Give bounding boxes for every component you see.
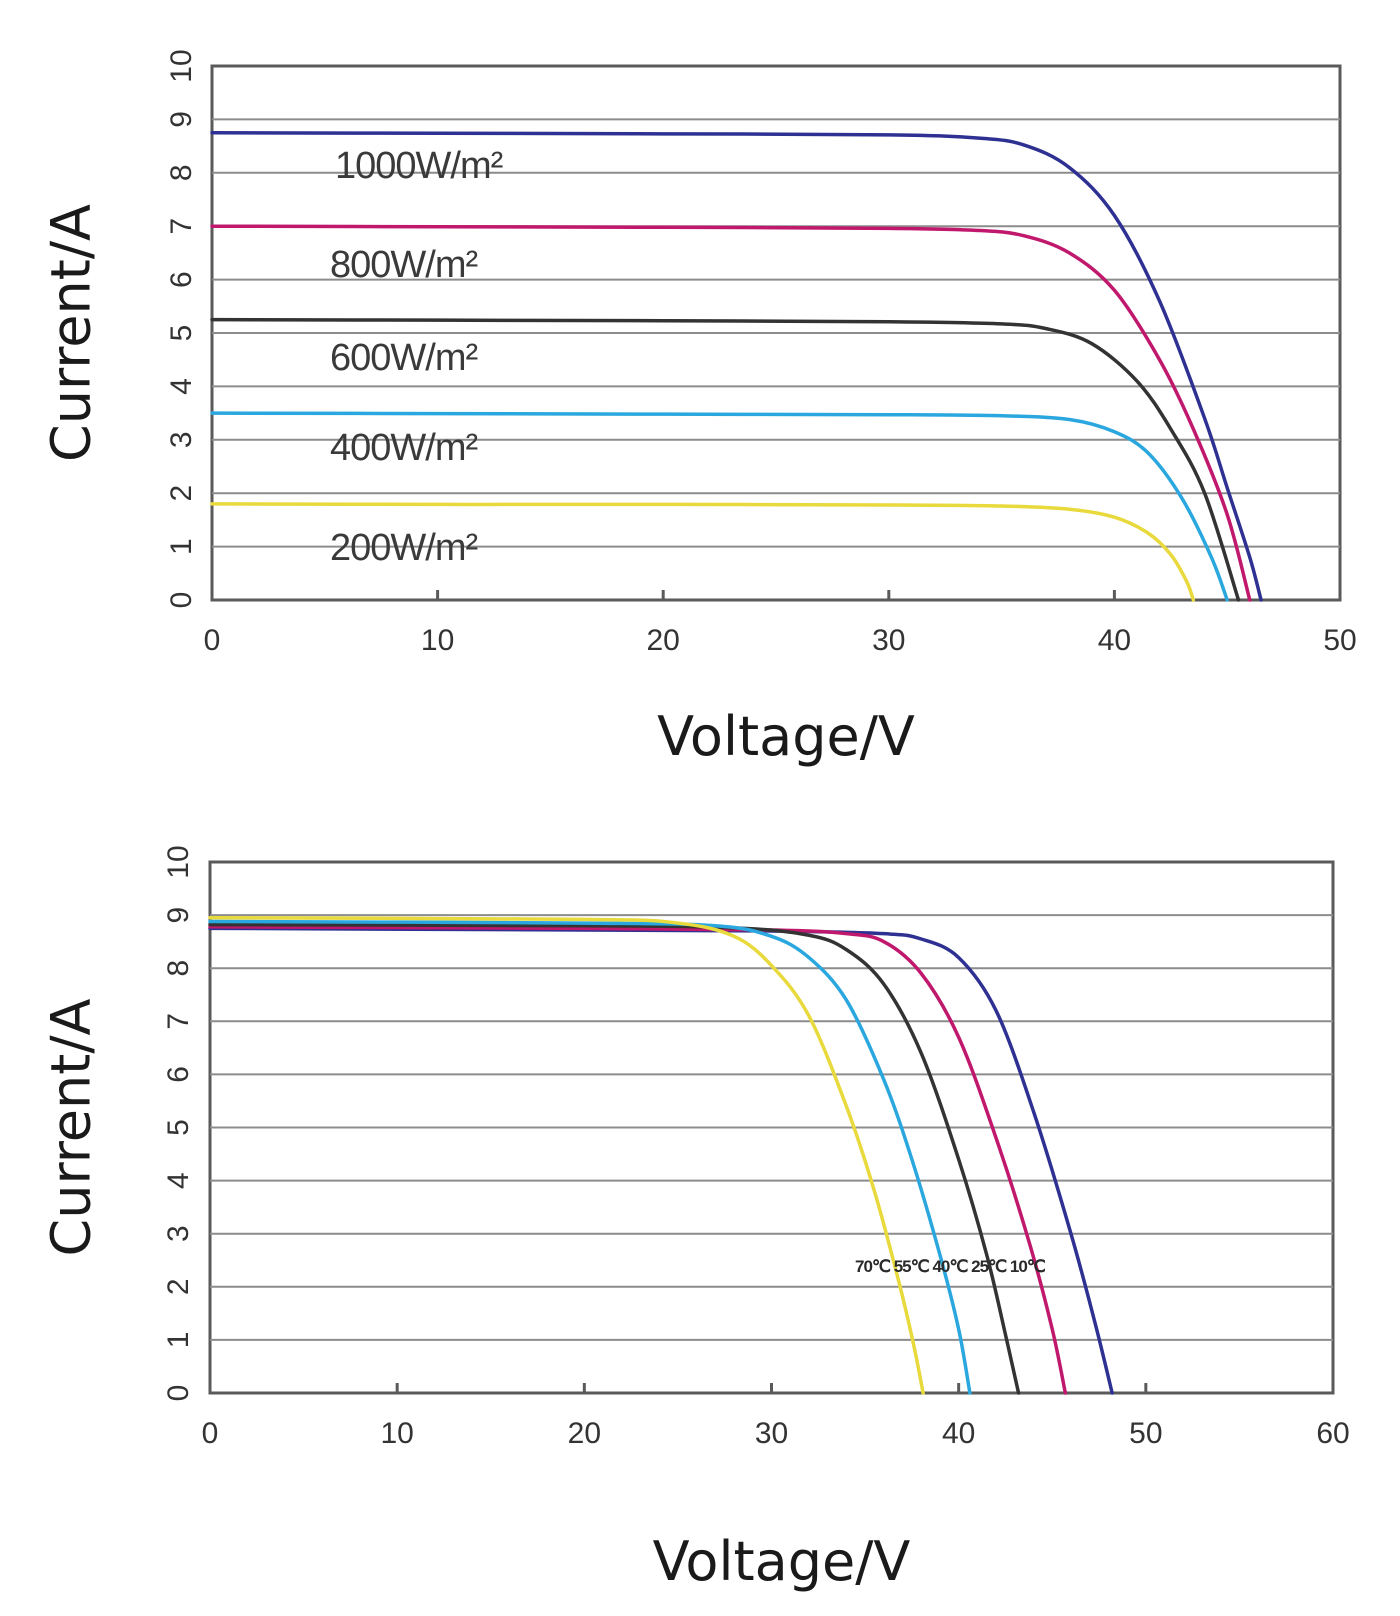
series-label: 200W/m²	[330, 527, 477, 569]
chart-panel-2: 0 10 20 30 40 50 60 0 1 2 3 4 5 6 7 8 9 10 Voltage/V Curren…	[40, 845, 1350, 1593]
y-tick-label: 9	[162, 907, 195, 924]
x-tick-label: 50	[1129, 1417, 1162, 1450]
y-tick-label: 4	[162, 1172, 195, 1189]
x-axis-title: Voltage/V	[657, 705, 915, 768]
y-tick-label: 10	[165, 49, 198, 82]
series-line-2	[208, 925, 1068, 1395]
y-tick-label: 7	[165, 218, 198, 235]
y-tick-label: 8	[165, 164, 198, 181]
series-line-1	[210, 131, 1263, 602]
y-tick-label: 6	[165, 271, 198, 288]
series-label: 1000W/m²	[335, 145, 503, 187]
y-tick-label: 2	[162, 1278, 195, 1295]
y-tick-label: 3	[162, 1225, 195, 1242]
y-axis-title: Current/A	[40, 204, 103, 462]
y-tick-label: 2	[165, 485, 198, 502]
x-tick-label: 10	[421, 624, 454, 657]
x-tick-label: 20	[568, 1417, 601, 1450]
x-tick-label: 50	[1323, 624, 1356, 657]
y-tick-label: 7	[162, 1013, 195, 1030]
series-line-3	[208, 922, 1021, 1395]
y-tick-label: 6	[162, 1066, 195, 1083]
y-tick-label: 5	[165, 325, 198, 342]
y-tick-label: 10	[162, 845, 195, 878]
y-tick-label: 5	[162, 1119, 195, 1136]
x-tick-label: 10	[380, 1417, 413, 1450]
series-line-5	[208, 916, 925, 1395]
x-tick-label: 0	[202, 1417, 219, 1450]
x-tick-label: 40	[1098, 624, 1131, 657]
y-tick-label: 3	[165, 431, 198, 448]
x-axis-title: Voltage/V	[653, 1530, 911, 1593]
x-tick-label: 30	[872, 624, 905, 657]
x-tick-label: 0	[204, 624, 221, 657]
series-line-3	[210, 317, 1241, 602]
x-tick-label: 20	[647, 624, 680, 657]
x-tick-label: 30	[755, 1417, 788, 1450]
series-line-5	[210, 502, 1196, 602]
series-line-4	[210, 411, 1229, 602]
chart-panel-1: 0 10 20 30 40 50 0 1 2 3 4 5 6 7 8 9 10 Voltage/V Current/…	[40, 49, 1357, 768]
y-tick-label: 8	[162, 960, 195, 977]
y-tick-label: 0	[165, 592, 198, 609]
y-axis-title: Current/A	[40, 998, 103, 1256]
y-tick-label: 0	[162, 1385, 195, 1402]
y-tick-label: 1	[165, 538, 198, 555]
series-label: 400W/m²	[330, 427, 477, 469]
y-tick-label: 4	[165, 378, 198, 395]
x-tick-label: 60	[1316, 1417, 1349, 1450]
series-label: 800W/m²	[330, 244, 477, 286]
temperature-labels: 70℃ 55℃ 40℃ 25℃ 10℃	[855, 1257, 1046, 1276]
series-label: 600W/m²	[330, 337, 477, 379]
y-tick-label: 9	[165, 111, 198, 128]
series-line-4	[208, 919, 972, 1395]
x-tick-label: 40	[942, 1417, 975, 1450]
series-line-2	[210, 224, 1252, 602]
y-tick-label: 1	[162, 1332, 195, 1349]
